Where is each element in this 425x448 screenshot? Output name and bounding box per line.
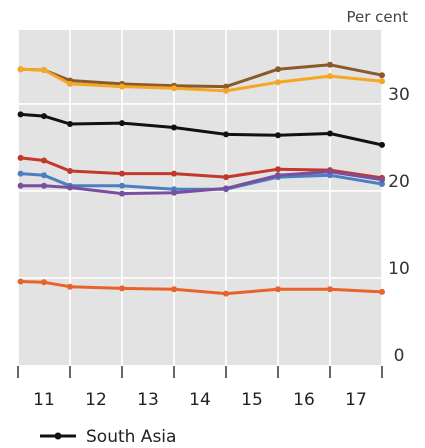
data-point xyxy=(223,290,229,297)
x-tick-label: 17 xyxy=(345,390,367,410)
data-point xyxy=(17,111,24,118)
data-point xyxy=(275,172,281,179)
data-point xyxy=(275,79,281,86)
data-point xyxy=(327,73,333,80)
data-point xyxy=(327,130,333,137)
series xyxy=(17,66,385,94)
data-point xyxy=(17,66,24,73)
x-tick-label: 11 xyxy=(33,390,55,410)
y-tick-label: 0 xyxy=(394,346,405,366)
data-point xyxy=(171,189,177,196)
data-point xyxy=(379,176,385,183)
data-point xyxy=(41,182,47,189)
legend-marker xyxy=(54,432,62,440)
data-point xyxy=(119,285,125,292)
data-point xyxy=(119,190,125,197)
data-point xyxy=(67,121,73,127)
data-point xyxy=(275,66,281,73)
x-tick-label: 15 xyxy=(241,390,263,410)
data-point xyxy=(379,72,385,79)
data-point xyxy=(41,67,47,73)
data-point xyxy=(67,184,73,191)
data-point xyxy=(379,181,385,187)
data-point xyxy=(327,168,333,175)
data-point xyxy=(41,279,47,286)
legend-label: South Asia xyxy=(86,427,176,447)
data-point xyxy=(119,120,125,127)
data-point xyxy=(67,80,73,87)
y-tick-label: 20 xyxy=(388,172,410,192)
data-point xyxy=(171,85,177,92)
data-point xyxy=(119,170,125,177)
y-tick-label: 10 xyxy=(388,259,410,279)
data-point xyxy=(379,288,385,295)
data-point xyxy=(119,182,125,189)
data-point xyxy=(67,283,73,290)
legend: South Asia xyxy=(40,427,176,447)
x-axis-ticks: 11 12 13 14 15 16 17 xyxy=(17,366,383,410)
x-tick-label: 14 xyxy=(189,390,211,410)
data-point xyxy=(17,154,24,161)
y-axis-ticks: 0 10 20 30 xyxy=(388,85,410,366)
data-point xyxy=(17,182,24,189)
x-tick-label: 16 xyxy=(293,390,315,410)
data-point xyxy=(119,83,125,90)
data-point xyxy=(67,168,73,174)
data-point xyxy=(327,286,333,293)
series xyxy=(17,111,385,148)
data-point xyxy=(223,83,229,90)
y-axis-unit-label: Per cent xyxy=(346,8,408,26)
data-point xyxy=(41,157,47,164)
series xyxy=(17,168,385,197)
data-point xyxy=(379,141,385,148)
data-point xyxy=(41,172,47,179)
data-point xyxy=(327,61,333,68)
x-tick-label: 12 xyxy=(85,390,107,410)
data-point xyxy=(171,286,177,293)
data-point xyxy=(223,174,229,181)
data-point xyxy=(223,131,229,138)
data-point xyxy=(275,286,281,293)
series xyxy=(17,154,385,181)
y-tick-label: 30 xyxy=(388,85,410,105)
series-lines xyxy=(17,61,385,297)
data-point xyxy=(171,124,177,131)
data-point xyxy=(275,132,281,139)
data-point xyxy=(379,78,385,85)
data-point xyxy=(171,170,177,177)
data-point xyxy=(17,170,24,177)
legend-item: South Asia xyxy=(40,427,176,447)
data-point xyxy=(223,185,229,192)
data-point xyxy=(275,166,281,173)
series xyxy=(17,278,385,297)
data-point xyxy=(41,113,47,120)
data-point xyxy=(223,87,229,94)
x-tick-label: 13 xyxy=(137,390,159,410)
data-point xyxy=(17,278,24,285)
